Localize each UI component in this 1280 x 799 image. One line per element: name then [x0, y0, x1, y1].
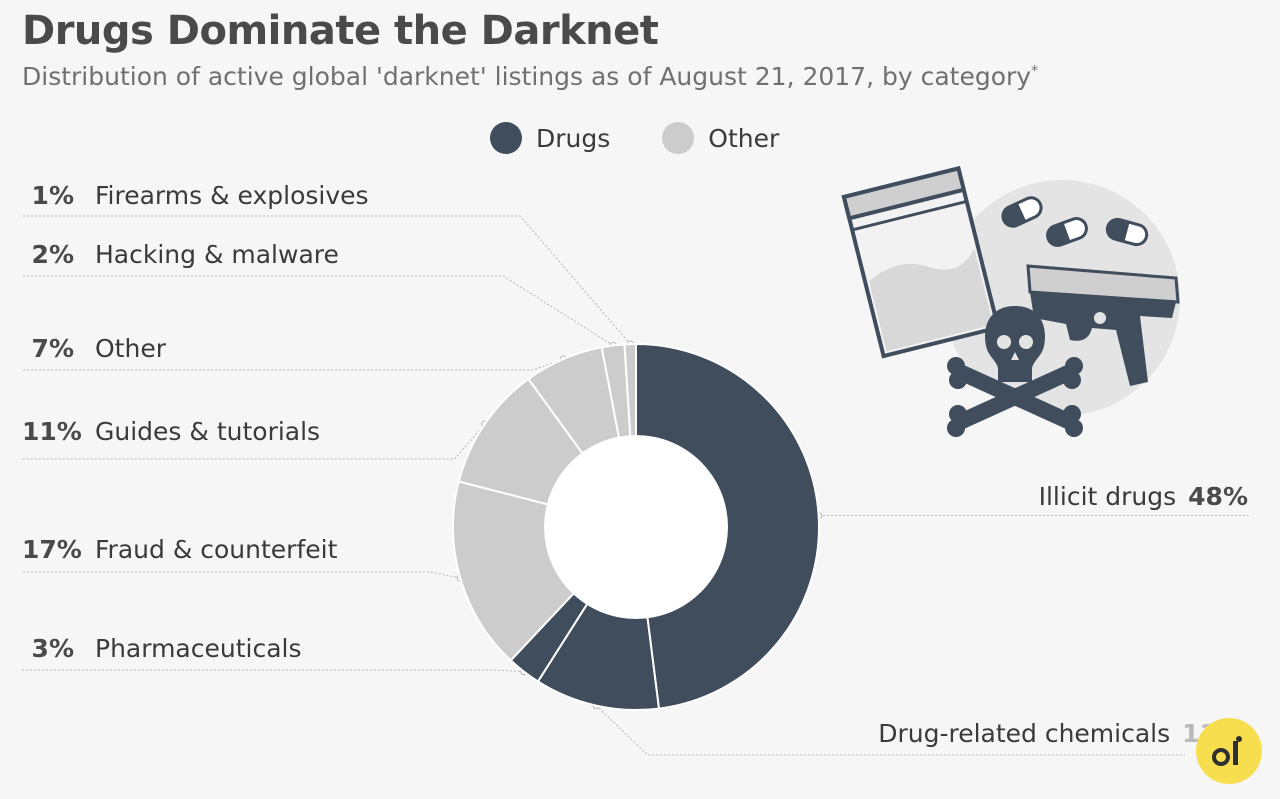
leader-line	[22, 571, 461, 579]
category-pct: 1%	[31, 181, 74, 210]
category-name: Firearms & explosives	[95, 181, 369, 210]
leader-line	[22, 358, 564, 371]
category-name: Hacking & malware	[95, 240, 339, 269]
page-subtitle: Distribution of active global 'darknet' …	[22, 62, 1038, 91]
category-label-guides: 11% Guides & tutorials	[22, 417, 320, 446]
category-name: Illicit drugs	[1038, 482, 1177, 511]
skull-crossbones-icon	[947, 306, 1083, 437]
category-name: Guides & tutorials	[95, 417, 321, 446]
subtitle-footnote-mark: *	[1031, 63, 1039, 80]
category-pct: 48%	[1188, 482, 1248, 511]
page-title: Drugs Dominate the Darknet	[22, 8, 659, 54]
category-name: Fraud & counterfeit	[95, 535, 338, 564]
leader-line	[22, 423, 486, 460]
drug-bag-icon	[841, 165, 1001, 359]
category-name: Pharmaceuticals	[95, 634, 302, 663]
category-label-hacking: 2% Hacking & malware	[22, 240, 339, 269]
legend-item-drugs: Drugs	[490, 122, 610, 154]
category-label-firearms: 1% Firearms & explosives	[22, 181, 369, 210]
category-label-pharmaceuticals: 3% Pharmaceuticals	[22, 634, 302, 663]
category-label-fraud: 17% Fraud & counterfeit	[22, 535, 337, 564]
logo-badge-icon[interactable]	[1196, 718, 1262, 784]
pistol-icon	[1026, 264, 1180, 386]
category-name: Other	[95, 334, 166, 363]
legend-label-other: Other	[708, 123, 780, 153]
donut-hole	[544, 435, 728, 619]
subtitle-text: Distribution of active global 'darknet' …	[22, 62, 1032, 91]
leader-line	[22, 215, 631, 345]
pill-capsule-icon	[1001, 196, 1149, 247]
illustration	[841, 165, 1180, 437]
category-pct: 17%	[22, 535, 82, 564]
legend-item-other: Other	[662, 122, 779, 154]
category-pct: 3%	[31, 634, 74, 663]
category-label-other: 7% Other	[22, 334, 166, 363]
category-pct: 7%	[31, 334, 74, 363]
category-pct: 11%	[22, 417, 82, 446]
legend-swatch-other	[662, 122, 695, 154]
category-label-illicit-drugs: Illicit drugs 48%	[1039, 482, 1248, 511]
leader-line	[595, 705, 1185, 756]
category-pct: 2%	[31, 240, 74, 269]
category-label-drug-chemicals: Drug-related chemicals11%	[878, 719, 1242, 748]
chart-legend: Drugs Other	[490, 122, 831, 154]
legend-label-drugs: Drugs	[536, 123, 611, 153]
leader-line	[22, 669, 524, 673]
logo-mark-icon	[1212, 736, 1242, 766]
legend-swatch-drugs	[490, 122, 522, 154]
category-name: Drug-related chemicals	[878, 719, 1171, 748]
